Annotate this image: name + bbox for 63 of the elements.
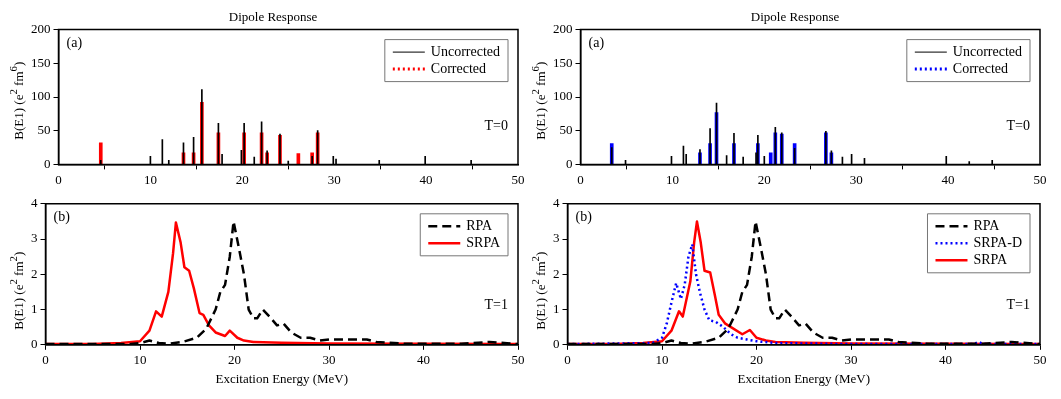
annotation: (a) [588,35,605,52]
x-axis-title: Excitation Energy (MeV) [215,370,349,386]
legend-label: RPA [466,217,494,233]
x-tick-label: 0 [577,171,584,187]
x-tick-label: 20 [750,352,763,368]
annotation: T=1 [1006,296,1030,312]
legend-label: Corrected [430,60,487,76]
y-tick-label: 0 [31,336,38,352]
x-tick-label: 40 [419,171,433,187]
y-tick-label: 0 [44,155,51,171]
x-tick-label: 10 [655,352,669,368]
annotation: (b) [53,209,71,226]
x-tick-label: 10 [665,171,679,187]
x-tick-label: 20 [757,171,771,187]
annotation: T=0 [484,118,508,134]
chart-title: Dipole Response [750,9,840,25]
x-tick-label: 30 [322,352,336,368]
y-tick-label: 100 [553,88,573,104]
y-tick-label: 3 [31,230,38,246]
y-tick-label: 0 [553,336,560,352]
y-tick-label: 1 [553,300,560,316]
x-tick-label: 50 [1033,171,1047,187]
annotation: (b) [575,209,593,226]
x-axis-title: Excitation Energy (MeV) [737,370,871,386]
x-tick-label: 50 [511,352,525,368]
x-tick-label: 10 [133,352,147,368]
y-tick-label: 100 [31,88,51,104]
y-tick-label: 2 [31,265,38,281]
annotation: T=1 [484,296,508,312]
legend-label: Uncorrected [952,43,1023,59]
y-tick-label: 1 [31,300,38,316]
y-tick-label: 50 [37,122,51,138]
x-tick-label: 10 [143,171,157,187]
y-tick-label: 4 [553,195,560,211]
y-tick-label: 0 [566,155,573,171]
legend-label: SRPA [973,251,1009,267]
x-tick-label: 0 [55,171,62,187]
x-tick-label: 20 [235,171,249,187]
x-tick-label: 30 [849,171,863,187]
legend-label: SRPA-D [973,234,1023,250]
annotation: T=0 [1006,118,1030,134]
legend-label: RPA [973,217,1001,233]
legend-label: Corrected [952,60,1009,76]
x-tick-label: 20 [228,352,241,368]
legend-label: SRPA [466,234,501,250]
y-tick-label: 200 [553,21,573,37]
x-tick-label: 30 [327,171,341,187]
y-tick-label: 2 [553,265,560,281]
x-tick-label: 50 [511,171,525,187]
y-tick-label: 150 [31,54,51,70]
x-tick-label: 30 [844,352,858,368]
annotation: (a) [66,35,83,52]
x-tick-label: 50 [1033,352,1047,368]
x-tick-label: 40 [417,352,430,368]
y-tick-label: 3 [553,230,560,246]
y-tick-label: 150 [553,54,573,70]
chart-title: Dipole Response [228,9,318,25]
y-tick-label: 200 [31,21,51,37]
x-tick-label: 40 [939,352,952,368]
y-tick-label: 4 [31,195,38,211]
x-tick-label: 40 [941,171,955,187]
y-tick-label: 50 [559,122,573,138]
legend-label: Uncorrected [430,43,501,59]
